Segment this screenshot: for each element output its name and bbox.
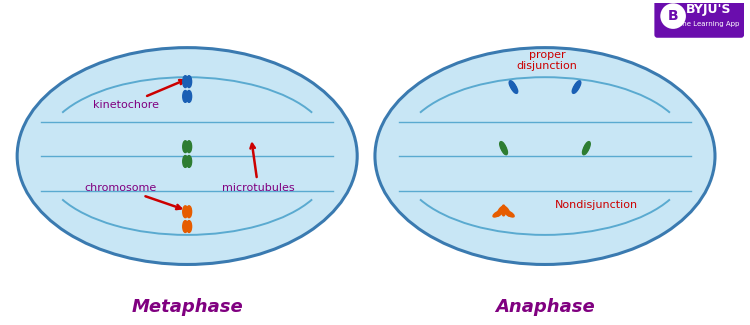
- Ellipse shape: [500, 142, 506, 152]
- Ellipse shape: [501, 144, 508, 155]
- Ellipse shape: [183, 156, 188, 167]
- Text: proper
disjunction: proper disjunction: [517, 50, 578, 71]
- Ellipse shape: [509, 81, 516, 91]
- Text: Metaphase: Metaphase: [131, 298, 243, 316]
- Text: BYJU'S: BYJU'S: [686, 3, 731, 16]
- Ellipse shape: [183, 76, 188, 87]
- Ellipse shape: [505, 211, 515, 217]
- Ellipse shape: [183, 141, 188, 153]
- Circle shape: [660, 3, 686, 29]
- Ellipse shape: [572, 83, 579, 93]
- Text: The Learning App: The Learning App: [678, 21, 740, 27]
- Ellipse shape: [183, 90, 188, 102]
- Ellipse shape: [375, 48, 715, 265]
- Ellipse shape: [187, 156, 191, 167]
- Ellipse shape: [17, 48, 357, 265]
- Text: B: B: [668, 9, 679, 23]
- Ellipse shape: [584, 142, 590, 152]
- Ellipse shape: [187, 141, 191, 153]
- Ellipse shape: [187, 206, 191, 218]
- Ellipse shape: [183, 206, 188, 218]
- Ellipse shape: [187, 90, 191, 102]
- Ellipse shape: [187, 221, 191, 232]
- Ellipse shape: [183, 221, 188, 232]
- Ellipse shape: [497, 207, 503, 216]
- Ellipse shape: [574, 81, 580, 91]
- Ellipse shape: [504, 207, 510, 216]
- Ellipse shape: [511, 83, 518, 93]
- Text: microtubules: microtubules: [222, 144, 295, 193]
- Text: Anaphase: Anaphase: [495, 298, 595, 316]
- FancyBboxPatch shape: [655, 0, 744, 38]
- Ellipse shape: [187, 76, 191, 87]
- Text: chromosome: chromosome: [84, 183, 181, 209]
- Text: Nondisjunction: Nondisjunction: [555, 200, 638, 210]
- Ellipse shape: [502, 205, 506, 216]
- Ellipse shape: [583, 144, 589, 155]
- Ellipse shape: [493, 211, 502, 217]
- Text: kinetochore: kinetochore: [93, 80, 184, 110]
